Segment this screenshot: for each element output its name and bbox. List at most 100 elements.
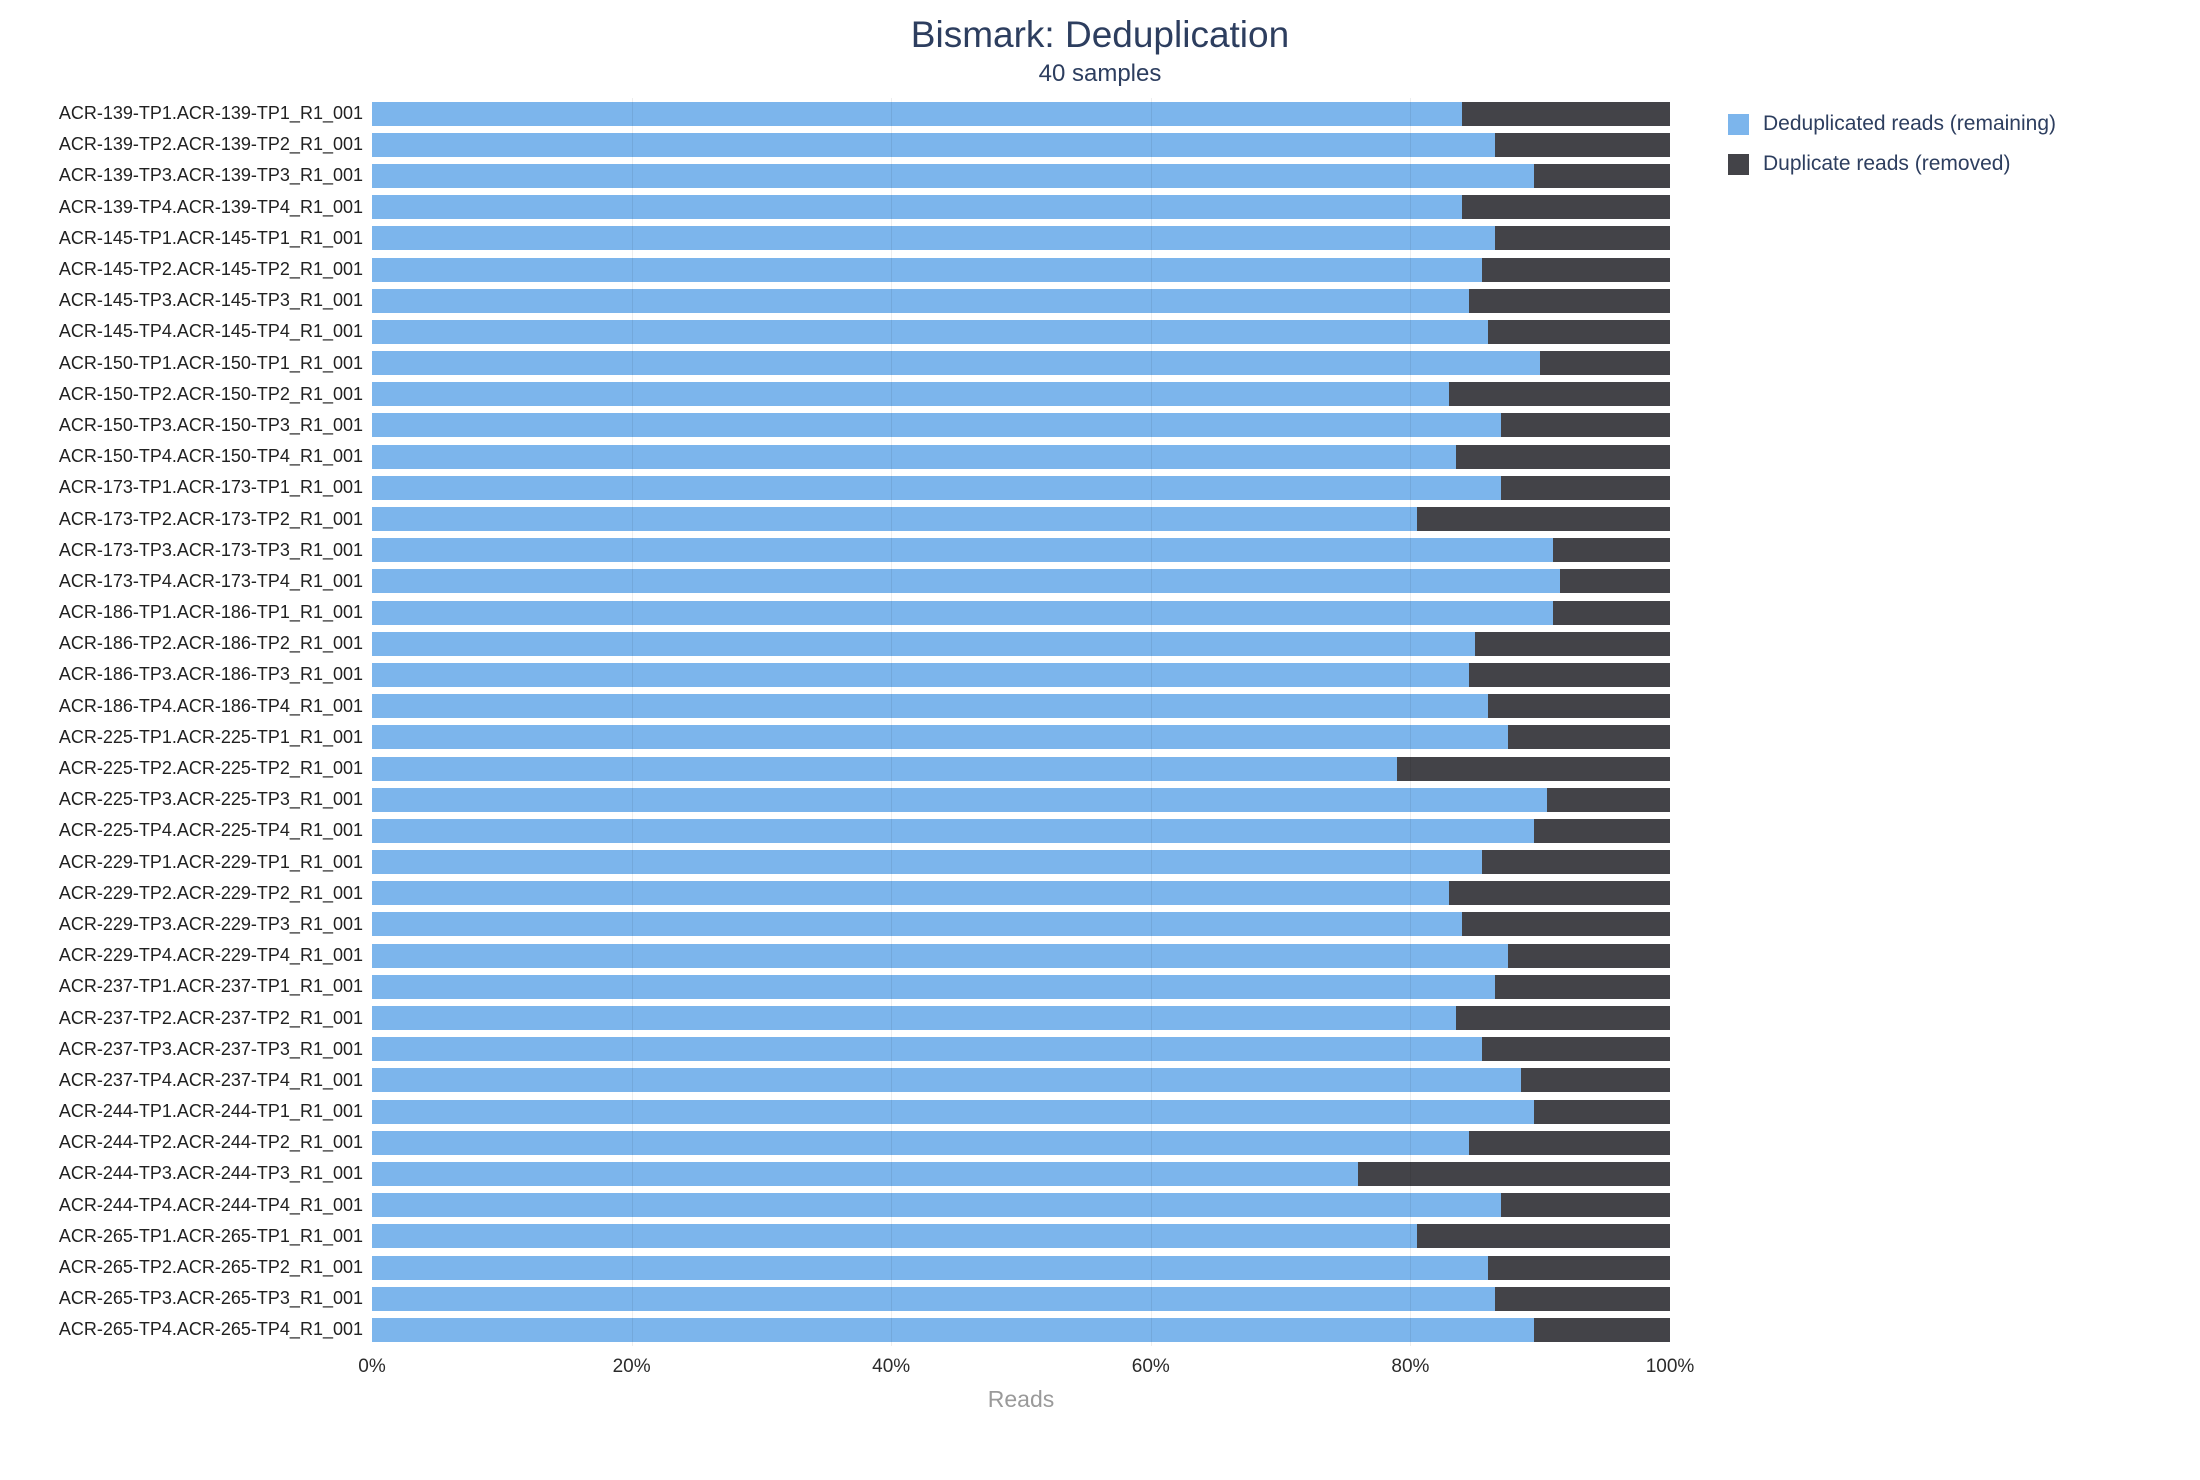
- duplicate-segment[interactable]: [1481, 257, 1670, 282]
- deduplicated-segment[interactable]: [372, 288, 1469, 313]
- stacked-bar[interactable]: [372, 1037, 1670, 1062]
- duplicate-segment[interactable]: [1507, 943, 1670, 968]
- deduplicated-segment[interactable]: [372, 974, 1495, 999]
- duplicate-segment[interactable]: [1462, 912, 1670, 937]
- stacked-bar[interactable]: [372, 600, 1670, 625]
- stacked-bar[interactable]: [372, 787, 1670, 812]
- duplicate-segment[interactable]: [1462, 101, 1670, 126]
- stacked-bar[interactable]: [372, 1130, 1670, 1155]
- stacked-bar[interactable]: [372, 163, 1670, 188]
- deduplicated-segment[interactable]: [372, 1317, 1534, 1342]
- deduplicated-segment[interactable]: [372, 101, 1463, 126]
- stacked-bar[interactable]: [372, 538, 1670, 563]
- deduplicated-segment[interactable]: [372, 943, 1508, 968]
- deduplicated-segment[interactable]: [372, 1130, 1469, 1155]
- duplicate-segment[interactable]: [1488, 1255, 1670, 1280]
- deduplicated-segment[interactable]: [372, 1037, 1482, 1062]
- deduplicated-segment[interactable]: [372, 600, 1554, 625]
- stacked-bar[interactable]: [372, 912, 1670, 937]
- duplicate-segment[interactable]: [1553, 538, 1670, 563]
- duplicate-segment[interactable]: [1468, 1130, 1670, 1155]
- stacked-bar[interactable]: [372, 475, 1670, 500]
- stacked-bar[interactable]: [372, 881, 1670, 906]
- duplicate-segment[interactable]: [1488, 319, 1670, 344]
- duplicate-segment[interactable]: [1468, 662, 1670, 687]
- duplicate-segment[interactable]: [1501, 1193, 1670, 1218]
- deduplicated-segment[interactable]: [372, 1255, 1489, 1280]
- deduplicated-segment[interactable]: [372, 1099, 1534, 1124]
- stacked-bar[interactable]: [372, 195, 1670, 220]
- stacked-bar[interactable]: [372, 1006, 1670, 1031]
- deduplicated-segment[interactable]: [372, 257, 1482, 282]
- deduplicated-segment[interactable]: [372, 756, 1398, 781]
- deduplicated-segment[interactable]: [372, 569, 1560, 594]
- duplicate-segment[interactable]: [1494, 226, 1670, 251]
- stacked-bar[interactable]: [372, 319, 1670, 344]
- duplicate-segment[interactable]: [1468, 288, 1670, 313]
- duplicate-segment[interactable]: [1507, 725, 1670, 750]
- stacked-bar[interactable]: [372, 850, 1670, 875]
- deduplicated-segment[interactable]: [372, 1286, 1495, 1311]
- deduplicated-segment[interactable]: [372, 1224, 1417, 1249]
- stacked-bar[interactable]: [372, 413, 1670, 438]
- deduplicated-segment[interactable]: [372, 382, 1450, 407]
- deduplicated-segment[interactable]: [372, 444, 1456, 469]
- deduplicated-segment[interactable]: [372, 881, 1450, 906]
- stacked-bar[interactable]: [372, 1099, 1670, 1124]
- duplicate-segment[interactable]: [1559, 569, 1670, 594]
- deduplicated-segment[interactable]: [372, 507, 1417, 532]
- deduplicated-segment[interactable]: [372, 1193, 1502, 1218]
- deduplicated-segment[interactable]: [372, 1161, 1359, 1186]
- duplicate-segment[interactable]: [1397, 756, 1670, 781]
- duplicate-segment[interactable]: [1520, 1068, 1670, 1093]
- legend-item-deduplicated-reads[interactable]: Deduplicated reads (remaining): [1728, 112, 2056, 136]
- deduplicated-segment[interactable]: [372, 912, 1463, 937]
- duplicate-segment[interactable]: [1546, 787, 1670, 812]
- duplicate-segment[interactable]: [1455, 444, 1670, 469]
- stacked-bar[interactable]: [372, 1255, 1670, 1280]
- duplicate-segment[interactable]: [1358, 1161, 1670, 1186]
- duplicate-segment[interactable]: [1501, 475, 1670, 500]
- stacked-bar[interactable]: [372, 818, 1670, 843]
- duplicate-segment[interactable]: [1455, 1006, 1670, 1031]
- deduplicated-segment[interactable]: [372, 787, 1547, 812]
- duplicate-segment[interactable]: [1533, 1099, 1670, 1124]
- stacked-bar[interactable]: [372, 257, 1670, 282]
- stacked-bar[interactable]: [372, 569, 1670, 594]
- deduplicated-segment[interactable]: [372, 662, 1469, 687]
- duplicate-segment[interactable]: [1481, 1037, 1670, 1062]
- stacked-bar[interactable]: [372, 1068, 1670, 1093]
- duplicate-segment[interactable]: [1553, 600, 1670, 625]
- legend-item-duplicate-reads[interactable]: Duplicate reads (removed): [1728, 152, 2056, 176]
- stacked-bar[interactable]: [372, 1161, 1670, 1186]
- duplicate-segment[interactable]: [1488, 694, 1670, 719]
- stacked-bar[interactable]: [372, 288, 1670, 313]
- stacked-bar[interactable]: [372, 1317, 1670, 1342]
- duplicate-segment[interactable]: [1449, 382, 1670, 407]
- deduplicated-segment[interactable]: [372, 351, 1541, 376]
- deduplicated-segment[interactable]: [372, 1006, 1456, 1031]
- stacked-bar[interactable]: [372, 1224, 1670, 1249]
- duplicate-segment[interactable]: [1533, 818, 1670, 843]
- duplicate-segment[interactable]: [1501, 413, 1670, 438]
- stacked-bar[interactable]: [372, 382, 1670, 407]
- deduplicated-segment[interactable]: [372, 475, 1502, 500]
- stacked-bar[interactable]: [372, 694, 1670, 719]
- stacked-bar[interactable]: [372, 226, 1670, 251]
- duplicate-segment[interactable]: [1533, 1317, 1670, 1342]
- deduplicated-segment[interactable]: [372, 1068, 1521, 1093]
- stacked-bar[interactable]: [372, 351, 1670, 376]
- deduplicated-segment[interactable]: [372, 818, 1534, 843]
- stacked-bar[interactable]: [372, 1193, 1670, 1218]
- duplicate-segment[interactable]: [1494, 1286, 1670, 1311]
- deduplicated-segment[interactable]: [372, 413, 1502, 438]
- stacked-bar[interactable]: [372, 943, 1670, 968]
- stacked-bar[interactable]: [372, 662, 1670, 687]
- duplicate-segment[interactable]: [1494, 132, 1670, 157]
- stacked-bar[interactable]: [372, 974, 1670, 999]
- deduplicated-segment[interactable]: [372, 538, 1554, 563]
- stacked-bar[interactable]: [372, 756, 1670, 781]
- duplicate-segment[interactable]: [1494, 974, 1670, 999]
- duplicate-segment[interactable]: [1462, 195, 1670, 220]
- stacked-bar[interactable]: [372, 444, 1670, 469]
